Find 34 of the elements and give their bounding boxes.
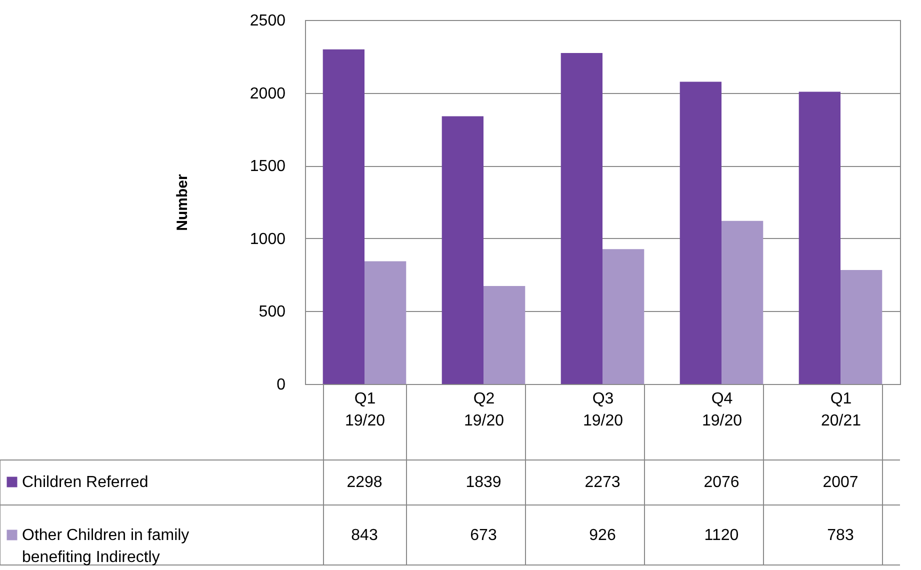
data-label: 783 bbox=[827, 527, 854, 544]
y-tick-label: 1500 bbox=[250, 158, 286, 176]
x-tick-label: Q2 19/20 bbox=[464, 390, 504, 430]
bar bbox=[680, 82, 722, 384]
bar bbox=[840, 270, 882, 384]
bar bbox=[442, 116, 484, 384]
y-tick-label: 1000 bbox=[250, 230, 286, 248]
data-label: 1839 bbox=[466, 474, 502, 491]
x-tick-label: Q1 20/21 bbox=[820, 390, 862, 430]
legend-label: Children Referred bbox=[22, 474, 148, 491]
y-tick-label: 2000 bbox=[250, 85, 286, 102]
bar bbox=[560, 53, 602, 384]
data-label: 2273 bbox=[584, 474, 620, 491]
bar bbox=[364, 261, 406, 384]
bar bbox=[322, 49, 364, 384]
x-tick-label: Q1 19/20 bbox=[344, 390, 386, 430]
bar bbox=[722, 220, 764, 384]
data-label: 1120 bbox=[704, 527, 739, 544]
bar bbox=[484, 286, 526, 384]
legend-label: Other Children in family benefiting Indirectly bbox=[22, 527, 190, 566]
y-axis-title: Number bbox=[174, 174, 191, 231]
data-label: 843 bbox=[351, 527, 378, 544]
bar bbox=[602, 249, 644, 384]
data-label: 2298 bbox=[346, 474, 382, 491]
y-tick-label: 500 bbox=[258, 304, 286, 321]
data-label: 673 bbox=[470, 527, 497, 544]
data-label: 926 bbox=[589, 527, 616, 544]
bar bbox=[798, 92, 840, 384]
y-tick-label: 2500 bbox=[250, 12, 286, 30]
x-tick-label: Q3 19/20 bbox=[582, 390, 624, 430]
data-label: 2076 bbox=[704, 474, 740, 491]
y-tick-label: 0 bbox=[276, 376, 286, 394]
x-tick-label: Q4 19/20 bbox=[702, 390, 742, 430]
data-label: 2007 bbox=[822, 474, 858, 491]
